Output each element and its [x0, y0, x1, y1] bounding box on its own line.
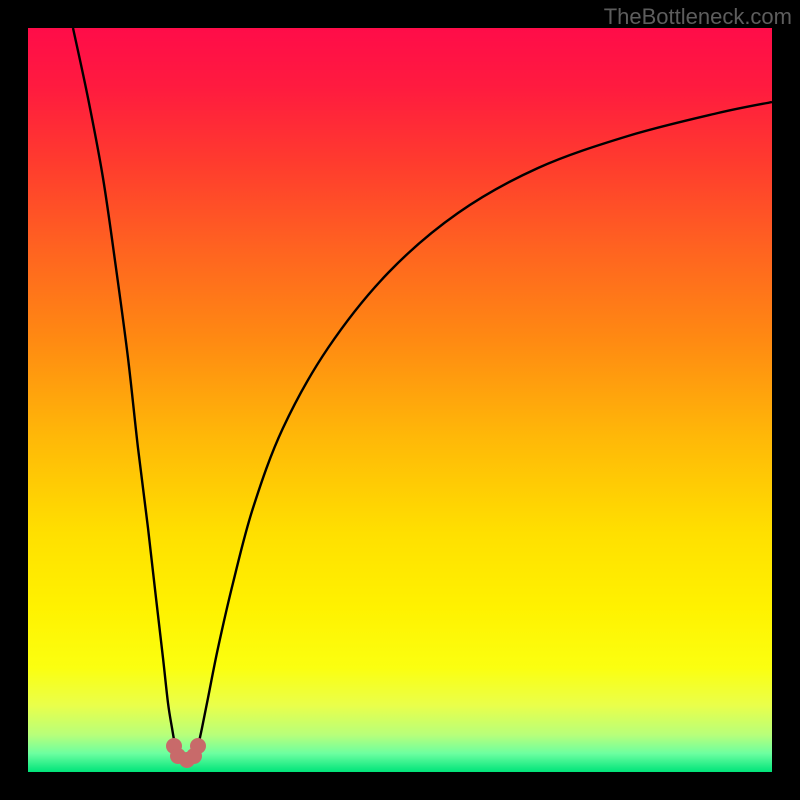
valley-markers	[166, 738, 206, 768]
valley-marker-dot	[190, 738, 206, 754]
attribution-text: TheBottleneck.com	[604, 4, 792, 30]
chart-frame: TheBottleneck.com	[0, 0, 800, 800]
bottleneck-curves	[28, 28, 772, 772]
curve-right-branch	[196, 102, 772, 753]
curve-left-branch	[73, 28, 177, 753]
plot-area	[28, 28, 772, 772]
